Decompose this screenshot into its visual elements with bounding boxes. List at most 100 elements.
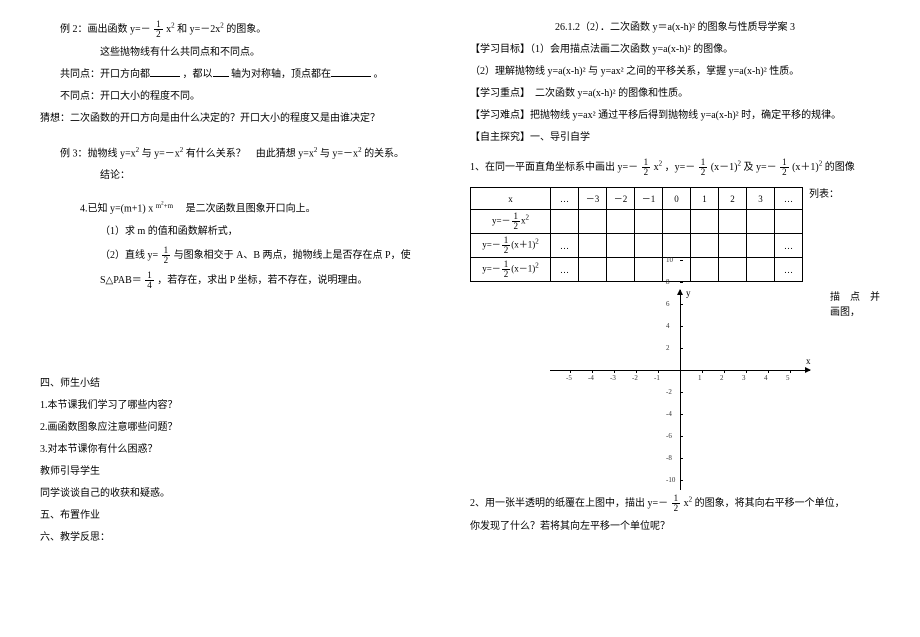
cell: …: [775, 234, 803, 258]
x-tick-label: -1: [654, 374, 660, 382]
text: 2、用一张半透明的纸覆在上图中，描出 y=－: [470, 498, 668, 509]
section4-q1: 1.本节课我们学习了哪些内容？: [40, 398, 450, 414]
x-tick-label: 1: [698, 374, 702, 382]
x-tick: [636, 370, 637, 373]
cell: [775, 210, 803, 234]
fraction-half: 12: [780, 158, 789, 177]
cell: [719, 234, 747, 258]
x-tick: [768, 370, 769, 373]
superscript: 2: [689, 495, 693, 503]
learning-goal-2: （2）理解抛物线 y=a(x-h)² 与 y=ax² 之间的平移关系，掌握 y=…: [470, 64, 880, 80]
row2-label: y=－12(x＋1)2: [471, 234, 551, 258]
cell: [579, 210, 607, 234]
row1-label: y=－12x2: [471, 210, 551, 234]
text: 例 3：抛物线 y=x: [60, 148, 136, 159]
fraction-half: 12: [699, 158, 708, 177]
text: (x－1): [711, 162, 738, 173]
text: ，若存在，求出 P 坐标，若不存在，说明理由。: [157, 275, 367, 286]
text: 的关系。: [364, 148, 404, 159]
y-tick: [680, 392, 683, 393]
superscript: 2: [220, 21, 224, 29]
value-table: x … －3 －2 －1 0 1 2 3 … y=－12x2 y=－12(x＋1…: [470, 187, 803, 282]
y-tick: [680, 348, 683, 349]
blank-field: [213, 67, 229, 77]
row3-label: y=－12(x－1)2: [471, 258, 551, 282]
blank-field: [331, 67, 371, 77]
cell: …: [551, 234, 579, 258]
x-axis-label: x: [806, 356, 811, 366]
fraction-half: 12: [162, 246, 171, 265]
cell: [635, 210, 663, 234]
lesson-title: 26.1.2（2）．二次函数 y＝a(x-h)² 的图象与性质导学案 3: [470, 20, 880, 36]
y-tick-label: 4: [666, 322, 670, 330]
y-tick-label: 6: [666, 300, 670, 308]
cell: [579, 234, 607, 258]
y-tick-label: -8: [666, 454, 672, 462]
table-row: y=－12(x－1)2 ……: [471, 258, 803, 282]
text: 有什么关系？ 由此猜想 y=x: [186, 148, 314, 159]
fraction-half: 12: [672, 494, 681, 513]
header-cell: 3: [747, 188, 775, 210]
plot-label: 描 点 并画图，: [830, 286, 880, 494]
text: 例 2：画出函数 y=－: [60, 24, 151, 35]
superscript: 2: [737, 159, 741, 167]
text: 的图象。: [226, 24, 266, 35]
header-cell: …: [775, 188, 803, 210]
table-row: y=－12x2: [471, 210, 803, 234]
text: 和 y=－2x: [177, 24, 220, 35]
example4-q2b: S△PAB＝ 14 ，若存在，求出 P 坐标，若不存在，说明理由。: [40, 271, 450, 290]
list-label: 列表：: [803, 183, 843, 200]
text: 共同点：开口方向都: [60, 69, 150, 80]
self-explore-title: 【自主探究】一、导引自学: [470, 130, 880, 146]
superscript: 2: [171, 21, 175, 29]
example3-conclusion: 结论：: [40, 168, 450, 184]
x-tick-label: 3: [742, 374, 746, 382]
x-tick: [592, 370, 593, 373]
cell: [747, 234, 775, 258]
header-cell: －2: [607, 188, 635, 210]
example3-line1: 例 3：抛物线 y=x2 与 y=－x2 有什么关系？ 由此猜想 y=x2 与 …: [40, 145, 450, 162]
cell: [607, 234, 635, 258]
question2-line2: 你发现了什么？若将其向左平移一个单位呢？: [470, 519, 880, 535]
x-tick-label: -5: [566, 374, 572, 382]
cell: [607, 258, 635, 282]
header-cell: －3: [579, 188, 607, 210]
superscript: 2: [659, 159, 663, 167]
x-tick: [658, 370, 659, 373]
table-header-row: x … －3 －2 －1 0 1 2 3 …: [471, 188, 803, 210]
x-tick-label: 4: [764, 374, 768, 382]
section4-title: 四、师生小结: [40, 376, 450, 392]
y-tick-label: -4: [666, 410, 672, 418]
cell: [691, 234, 719, 258]
y-tick: [680, 326, 683, 327]
section4-q3: 3.对本节课你有什么困惑？: [40, 442, 450, 458]
learning-goal-1: 【学习目标】（1）会用描点法画二次函数 y=a(x-h)² 的图像。: [470, 42, 880, 58]
y-tick-label: -2: [666, 388, 672, 396]
y-tick-label: -10: [666, 476, 675, 484]
text: 及 y=－: [743, 162, 779, 173]
superscript: 2: [819, 159, 823, 167]
y-tick: [680, 458, 683, 459]
text: ，都以: [183, 69, 213, 80]
text: 。: [374, 69, 384, 80]
y-tick: [680, 304, 683, 305]
header-cell: －1: [635, 188, 663, 210]
question1: 1、在同一平面直角坐标系中画出 y=－ 12 x2 ，y=－ 12 (x－1)2…: [470, 158, 880, 177]
cell: [663, 210, 691, 234]
text: 是二次函数且图象开口向上。: [176, 204, 316, 215]
fraction-quarter: 14: [145, 271, 154, 290]
text: 4.已知 y=(m+1) x: [80, 204, 153, 215]
example2-common: 共同点：开口方向都 ，都以 轴为对称轴，顶点都在 。: [40, 67, 450, 83]
left-column: 例 2：画出函数 y=－ 12 x2 和 y=－2x2 的图象。 这些抛物线有什…: [30, 20, 460, 617]
cell: [691, 258, 719, 282]
y-tick: [680, 282, 683, 283]
y-tick: [680, 480, 683, 481]
cell: [747, 210, 775, 234]
y-tick-label: 10: [666, 256, 673, 264]
y-tick-label: -6: [666, 432, 672, 440]
y-tick-label: 2: [666, 344, 670, 352]
example2-line1: 例 2：画出函数 y=－ 12 x2 和 y=－2x2 的图象。: [40, 20, 450, 39]
header-cell: 1: [691, 188, 719, 210]
example2-guess: 猜想：二次函数的开口方向是由什么决定的？开口大小的程度又是由谁决定？: [40, 111, 450, 127]
superscript-expr: m2+m: [156, 202, 173, 210]
